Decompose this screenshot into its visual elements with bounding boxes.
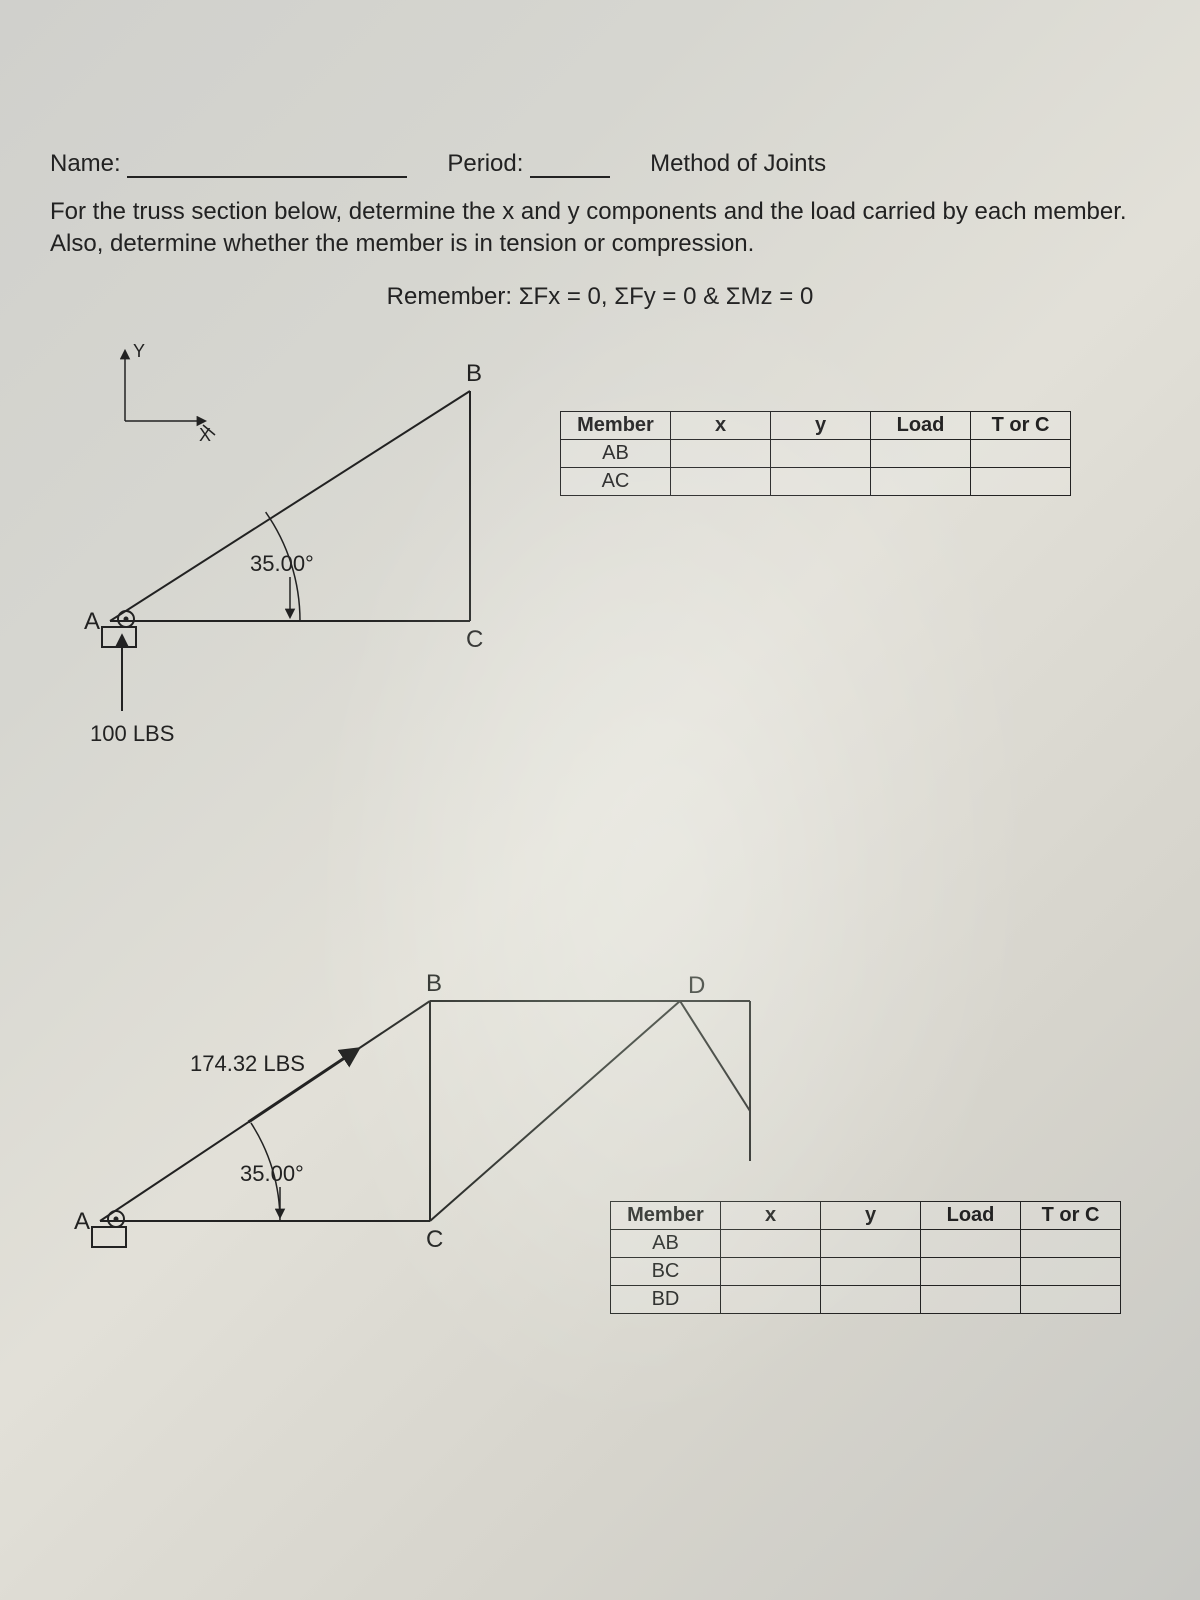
period-blank[interactable] (530, 152, 610, 178)
table-header-cell: Member (611, 1201, 721, 1229)
svg-text:B: B (426, 970, 442, 997)
value-cell[interactable] (1021, 1285, 1121, 1313)
svg-text:174.32 LBS: 174.32 LBS (190, 1051, 305, 1076)
table-header-cell: T or C (971, 411, 1071, 439)
member-name-cell: BC (611, 1257, 721, 1285)
table-header-cell: Load (921, 1201, 1021, 1229)
svg-text:A: A (74, 1208, 90, 1235)
value-cell[interactable] (1021, 1229, 1121, 1257)
value-cell[interactable] (821, 1285, 921, 1313)
table-header-cell: T or C (1021, 1201, 1121, 1229)
value-cell[interactable] (1021, 1257, 1121, 1285)
table2-wrap: MemberxyLoadT or C ABBCBD (610, 1201, 1121, 1314)
value-cell[interactable] (721, 1229, 821, 1257)
table-row: AC (561, 467, 1071, 495)
table-header-cell: Load (871, 411, 971, 439)
remember-text: Remember: ΣFx = 0, ΣFy = 0 & ΣMz = 0 (50, 283, 1150, 311)
truss1-diagram: A B C 35.00° 100 LBS (60, 361, 530, 741)
table-row: BD (611, 1285, 1121, 1313)
instruction-text: For the truss section below, determine t… (50, 196, 1150, 261)
name-label: Name: (50, 150, 407, 178)
value-cell[interactable] (821, 1229, 921, 1257)
table-row: BC (611, 1257, 1121, 1285)
member-table-1: MemberxyLoadT or C ABAC (560, 411, 1071, 496)
member-table-2: MemberxyLoadT or C ABBCBD (610, 1201, 1121, 1314)
value-cell[interactable] (721, 1257, 821, 1285)
work-area: YX ABC35.00°100 LBS MemberxyLoadT or CAB… (50, 321, 1150, 1501)
value-cell[interactable] (871, 439, 971, 467)
member-name-cell: AB (561, 439, 671, 467)
value-cell[interactable] (971, 467, 1071, 495)
table-header-cell: x (671, 411, 771, 439)
table1-wrap: MemberxyLoadT or C ABAC (560, 411, 1071, 496)
table-header-cell: y (821, 1201, 921, 1229)
period-label-text: Period: (447, 150, 523, 177)
svg-text:A: A (84, 608, 100, 635)
value-cell[interactable] (821, 1257, 921, 1285)
worksheet-title: Method of Joints (650, 150, 826, 178)
member-name-cell: BD (611, 1285, 721, 1313)
value-cell[interactable] (971, 439, 1071, 467)
svg-text:C: C (466, 626, 483, 653)
table-row: AB (611, 1229, 1121, 1257)
value-cell[interactable] (921, 1285, 1021, 1313)
value-cell[interactable] (871, 467, 971, 495)
svg-text:Y: Y (133, 341, 145, 361)
period-label: Period: (447, 150, 610, 178)
header-line: Name: Period: Method of Joints (50, 150, 1150, 178)
value-cell[interactable] (921, 1257, 1021, 1285)
value-cell[interactable] (671, 467, 771, 495)
svg-text:C: C (426, 1226, 443, 1253)
table-header-cell: y (771, 411, 871, 439)
svg-text:35.00°: 35.00° (240, 1161, 304, 1186)
member-name-cell: AB (611, 1229, 721, 1257)
table-header-cell: x (721, 1201, 821, 1229)
value-cell[interactable] (721, 1285, 821, 1313)
value-cell[interactable] (771, 439, 871, 467)
name-label-text: Name: (50, 150, 121, 177)
value-cell[interactable] (771, 467, 871, 495)
worksheet-sheet: Name: Period: Method of Joints For the t… (0, 0, 1200, 1600)
value-cell[interactable] (671, 439, 771, 467)
table-row: AB (561, 439, 1071, 467)
value-cell[interactable] (921, 1229, 1021, 1257)
svg-text:35.00°: 35.00° (250, 551, 314, 576)
name-blank[interactable] (127, 152, 407, 178)
member-name-cell: AC (561, 467, 671, 495)
svg-text:D: D (688, 972, 705, 999)
table-header-cell: Member (561, 411, 671, 439)
svg-text:100 LBS: 100 LBS (90, 721, 174, 741)
svg-text:B: B (466, 361, 482, 387)
